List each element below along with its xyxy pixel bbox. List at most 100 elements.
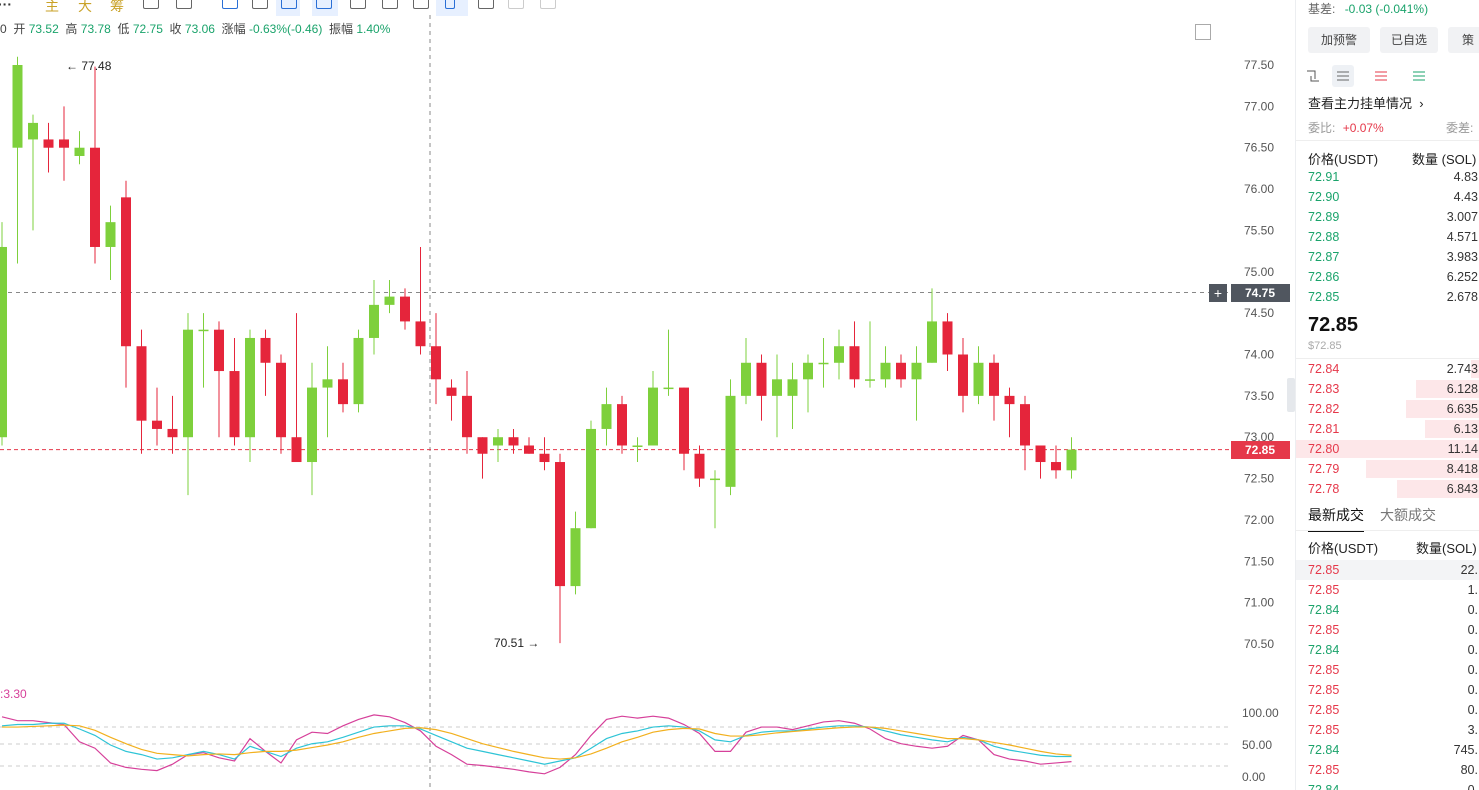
trash-icon[interactable] xyxy=(478,0,494,9)
bid-price: 72.79 xyxy=(1308,462,1340,476)
draw-line-icon[interactable] xyxy=(252,0,268,9)
trend-line-icon[interactable] xyxy=(281,0,297,9)
ask-price: 72.88 xyxy=(1308,230,1340,244)
bid-row[interactable]: 72.80 11.14 xyxy=(1296,439,1479,459)
compare-icon[interactable] xyxy=(176,0,192,9)
trade-price: 72.85 xyxy=(1308,723,1340,737)
candle xyxy=(818,337,829,388)
chart-grid xyxy=(0,15,1232,790)
candle-body xyxy=(384,296,395,305)
trade-row: 72.85 3. xyxy=(1296,720,1479,740)
ob-view-icon[interactable] xyxy=(1306,70,1320,82)
trade-row: 72.85 0. xyxy=(1296,620,1479,640)
indicator-icon[interactable] xyxy=(143,0,159,9)
panel-collapse-handle[interactable] xyxy=(1287,378,1295,412)
ask-qty: 2.678 xyxy=(1446,290,1478,304)
ob-bid-icon[interactable] xyxy=(1412,70,1426,82)
candle-body xyxy=(12,65,23,148)
trade-row: 72.84 745. xyxy=(1296,740,1479,760)
edit-icon[interactable] xyxy=(382,0,398,9)
candle xyxy=(260,329,271,396)
trades-col-price: 价格(USDT) xyxy=(1308,541,1379,556)
strategy-button[interactable]: 策 xyxy=(1448,27,1479,53)
candle xyxy=(276,354,286,454)
depth-bar xyxy=(1296,440,1479,458)
price-tick-label: 76.50 xyxy=(1244,141,1274,155)
candle xyxy=(415,246,426,355)
candle-body xyxy=(90,147,100,247)
ask-price: 72.85 xyxy=(1308,290,1340,304)
close-value: 73.06 xyxy=(184,22,215,36)
watchlist-button[interactable]: 已自选 xyxy=(1380,27,1438,53)
ask-row[interactable]: 72.89 3.007 xyxy=(1296,207,1479,227)
candle-body xyxy=(1020,404,1030,446)
candle xyxy=(400,288,410,330)
candle-body xyxy=(1035,445,1046,463)
tab-large-trades[interactable]: 大额成交 xyxy=(1380,507,1436,523)
price-tick-label: 71.00 xyxy=(1244,596,1274,610)
depth-bar xyxy=(1415,380,1479,398)
candle-body xyxy=(663,387,674,390)
ask-row[interactable]: 72.87 3.983 xyxy=(1296,247,1479,267)
bookmark-icon[interactable] xyxy=(222,0,238,9)
indicator-tick-label: 50.00 xyxy=(1242,738,1272,752)
open-value: 73.52 xyxy=(28,22,59,36)
candle-body xyxy=(756,362,767,396)
bid-row[interactable]: 72.84 2.743 xyxy=(1296,359,1479,379)
candle xyxy=(834,329,844,380)
ask-row[interactable]: 72.91 4.83 xyxy=(1296,167,1479,187)
kline-chart[interactable]: 77.50 77.00 76.50 76.00 75.50 75.00 74.50 74.00… xyxy=(0,0,1290,790)
ask-row[interactable]: 72.90 4.43 xyxy=(1296,187,1479,207)
trade-price: 72.84 xyxy=(1308,643,1340,657)
ask-row[interactable]: 72.88 4.571 xyxy=(1296,227,1479,247)
ask-price: 72.87 xyxy=(1308,250,1340,264)
undo-icon[interactable] xyxy=(508,0,524,9)
more-icon[interactable]: ··· xyxy=(0,0,12,12)
kline-type-icon[interactable] xyxy=(316,0,332,9)
cursor-icon[interactable] xyxy=(445,0,455,9)
ob-both-icon[interactable] xyxy=(1336,70,1350,82)
bid-price: 72.83 xyxy=(1308,382,1340,396)
ask-row[interactable]: 72.86 6.252 xyxy=(1296,267,1479,287)
ask-row[interactable]: 72.85 2.678 xyxy=(1296,287,1479,307)
candle xyxy=(183,313,193,496)
ob-ask-icon[interactable] xyxy=(1374,70,1388,82)
trade-price: 72.84 xyxy=(1308,783,1340,790)
bid-row[interactable]: 72.82 6.635 xyxy=(1296,399,1479,419)
bid-row[interactable]: 72.81 6.13 xyxy=(1296,419,1479,439)
tab-latest-trades[interactable]: 最新成交 xyxy=(1308,505,1364,532)
trade-price: 72.85 xyxy=(1308,703,1340,717)
candle-body xyxy=(59,139,69,148)
main-orders-link[interactable]: 查看主力挂单情况 › xyxy=(1308,93,1479,112)
candle-body xyxy=(167,428,178,438)
high-label: 高 xyxy=(65,22,78,36)
bid-row[interactable]: 72.83 6.128 xyxy=(1296,379,1479,399)
layout-icon[interactable] xyxy=(350,0,366,9)
candle xyxy=(121,180,131,388)
bid-row[interactable]: 72.79 8.418 xyxy=(1296,459,1479,479)
candle-body xyxy=(1066,449,1077,471)
ask-qty: 3.007 xyxy=(1446,210,1478,224)
candle xyxy=(167,395,178,454)
candle-body xyxy=(911,362,922,380)
toolbar-chip-big[interactable]: 大 xyxy=(78,0,92,14)
candle xyxy=(384,280,395,314)
toolbar-chip-main[interactable]: 主 xyxy=(45,0,59,14)
bid-row[interactable]: 72.78 6.843 xyxy=(1296,479,1479,499)
add-alert-icon[interactable]: + xyxy=(1209,284,1227,302)
trade-qty: 0. xyxy=(1467,783,1478,790)
add-alert-button[interactable]: 加预警 xyxy=(1308,27,1370,53)
trade-row: 72.84 0. xyxy=(1296,640,1479,660)
trade-row: 72.84 0. xyxy=(1296,780,1479,790)
redo-icon[interactable] xyxy=(540,0,556,9)
candle-body xyxy=(539,453,550,463)
chart-area[interactable]: ··· 主 大 筹 0 开 73.52 高 73.78 低 72.75 收 73… xyxy=(0,0,1290,790)
indicator-tick-label: 100.00 xyxy=(1242,706,1279,720)
expand-icon[interactable] xyxy=(1195,24,1211,40)
trade-row: 72.84 0. xyxy=(1296,600,1479,620)
trade-price: 72.84 xyxy=(1308,743,1340,757)
toolbar-chip-chips[interactable]: 筹 xyxy=(110,0,124,14)
candle-body xyxy=(121,197,131,347)
candle xyxy=(586,420,596,529)
tag-icon[interactable] xyxy=(413,0,429,9)
